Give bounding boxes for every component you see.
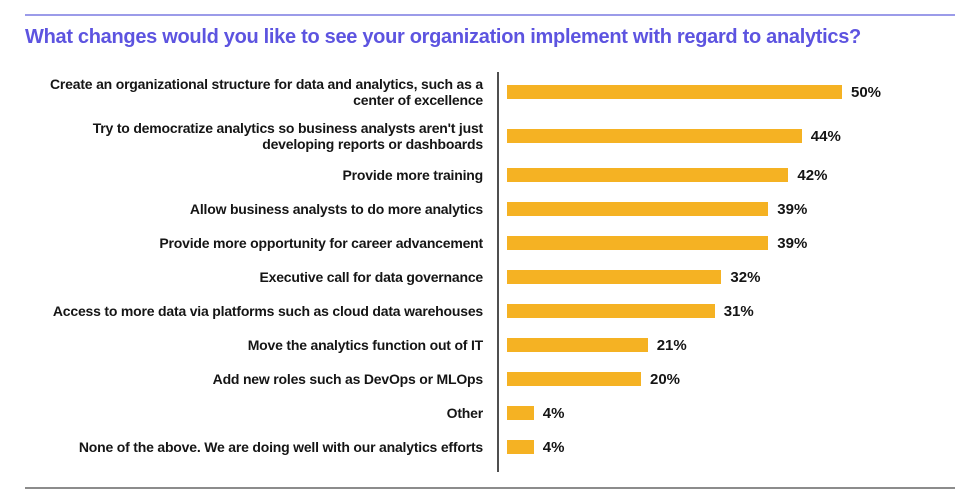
value-label: 32% bbox=[730, 268, 761, 286]
bar-row: Access to more data via platforms such a… bbox=[25, 294, 955, 328]
category-label: Provide more opportunity for career adva… bbox=[159, 235, 483, 252]
value-label: 39% bbox=[777, 234, 808, 252]
value-label: 20% bbox=[650, 370, 681, 388]
bottom-divider bbox=[25, 487, 955, 489]
bar-area: 21% bbox=[497, 337, 955, 354]
bar-area: 44% bbox=[497, 128, 955, 145]
chart-rows: Create an organizational structure for d… bbox=[25, 70, 955, 464]
value-label: 21% bbox=[656, 336, 687, 354]
bar bbox=[507, 236, 769, 251]
bar bbox=[507, 304, 715, 319]
bar-row: None of the above. We are doing well wit… bbox=[25, 430, 955, 464]
bar-row: Executive call for data governance 32% bbox=[25, 260, 955, 294]
category-label: Move the analytics function out of IT bbox=[247, 337, 483, 354]
bar bbox=[507, 440, 534, 455]
value-label: 42% bbox=[797, 166, 828, 184]
bar bbox=[507, 338, 648, 353]
axis-line bbox=[497, 72, 499, 473]
bar-chart: Create an organizational structure for d… bbox=[25, 70, 955, 473]
bar bbox=[507, 129, 802, 144]
bar-area: 39% bbox=[497, 201, 955, 218]
value-label: 50% bbox=[851, 83, 882, 101]
bar-row: Add new roles such as DevOps or MLOps 20… bbox=[25, 362, 955, 396]
value-label: 4% bbox=[542, 438, 565, 456]
top-divider bbox=[25, 14, 955, 16]
chart-title: What changes would you like to see your … bbox=[25, 26, 861, 48]
value-label: 44% bbox=[810, 127, 841, 145]
value-label: 31% bbox=[723, 302, 754, 320]
category-label: Allow business analysts to do more analy… bbox=[189, 201, 483, 218]
bar-area: 31% bbox=[497, 303, 955, 320]
bar-row: Provide more opportunity for career adva… bbox=[25, 226, 955, 260]
bar-area: 50% bbox=[497, 84, 955, 101]
bar-area: 32% bbox=[497, 269, 955, 286]
bar bbox=[507, 270, 722, 285]
value-label: 4% bbox=[542, 404, 565, 422]
bar-area: 4% bbox=[497, 405, 955, 422]
category-label: Add new roles such as DevOps or MLOps bbox=[212, 371, 484, 388]
bar-area: 20% bbox=[497, 371, 955, 388]
bar bbox=[507, 202, 769, 217]
bar bbox=[507, 406, 534, 421]
category-label: Provide more training bbox=[342, 167, 484, 184]
bar bbox=[507, 168, 789, 183]
bar-row: Try to democratize analytics so business… bbox=[25, 114, 955, 158]
bar-area: 42% bbox=[497, 167, 955, 184]
bar-area: 4% bbox=[497, 439, 955, 456]
category-label: Executive call for data governance bbox=[259, 269, 483, 286]
category-label: Access to more data via platforms such a… bbox=[52, 303, 483, 320]
bar-row: Other 4% bbox=[25, 396, 955, 430]
category-label: Try to democratize analytics so business… bbox=[92, 120, 483, 153]
bar-row: Create an organizational structure for d… bbox=[25, 70, 955, 114]
category-label: Create an organizational structure for d… bbox=[50, 76, 483, 109]
bar-row: Provide more training 42% bbox=[25, 158, 955, 192]
bar-row: Move the analytics function out of IT 21… bbox=[25, 328, 955, 362]
category-label: None of the above. We are doing well wit… bbox=[78, 439, 483, 456]
bar bbox=[507, 372, 641, 387]
bar bbox=[507, 85, 842, 100]
value-label: 39% bbox=[777, 200, 808, 218]
bar-row: Allow business analysts to do more analy… bbox=[25, 192, 955, 226]
bar-area: 39% bbox=[497, 235, 955, 252]
category-label: Other bbox=[446, 405, 484, 422]
